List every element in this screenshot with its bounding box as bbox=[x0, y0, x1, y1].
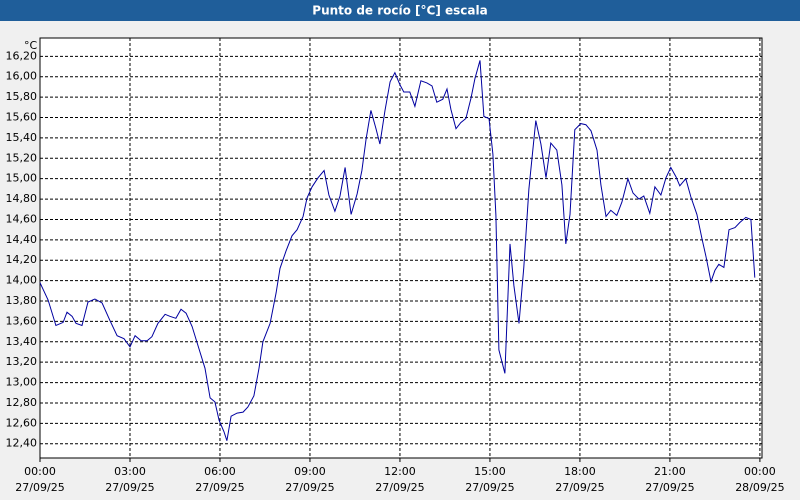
y-tick-label: 14,20 bbox=[6, 253, 38, 266]
y-tick-label: 15,20 bbox=[6, 151, 38, 164]
y-tick-label: 14,40 bbox=[6, 233, 38, 246]
y-tick-label: 15,80 bbox=[6, 90, 38, 103]
title-bar bbox=[0, 0, 800, 21]
y-tick-label: 13,60 bbox=[6, 314, 38, 327]
x-tick-label: 03:00 27/09/25 bbox=[105, 465, 155, 494]
y-tick-label: 12,40 bbox=[6, 437, 38, 450]
x-tick-label: 21:00 27/09/25 bbox=[645, 465, 695, 494]
chart-title: Punto de rocío [°C] escala bbox=[312, 4, 487, 18]
x-tick-label: 18:00 27/09/25 bbox=[555, 465, 605, 494]
plot-border bbox=[39, 37, 763, 459]
x-tick-label: 00:00 28/09/25 bbox=[735, 465, 785, 494]
y-tick-label: 15,60 bbox=[6, 111, 38, 124]
y-tick-label: 13,00 bbox=[6, 376, 38, 389]
x-tick-label: 12:00 27/09/25 bbox=[375, 465, 425, 494]
y-unit: °C bbox=[24, 39, 38, 52]
y-tick-label: 16,00 bbox=[6, 70, 38, 83]
y-tick-label: 12,60 bbox=[6, 416, 38, 429]
y-tick-label: 13,20 bbox=[6, 355, 38, 368]
y-tick-label: 15,40 bbox=[6, 131, 38, 144]
x-tick-label: 15:00 27/09/25 bbox=[465, 465, 515, 494]
y-tick-label: 14,80 bbox=[6, 192, 38, 205]
y-tick-label: 15,00 bbox=[6, 172, 38, 185]
y-tick-label: 14,00 bbox=[6, 274, 38, 287]
x-tick-label: 06:00 27/09/25 bbox=[195, 465, 245, 494]
y-tick-label: 16,20 bbox=[6, 49, 38, 62]
y-tick-label: 14,60 bbox=[6, 212, 38, 225]
y-tick-label: 12,80 bbox=[6, 396, 38, 409]
y-tick-label: 13,80 bbox=[6, 294, 38, 307]
x-tick-label: 09:00 27/09/25 bbox=[285, 465, 335, 494]
x-tick-label: 00:00 27/09/25 bbox=[15, 465, 65, 494]
y-tick-label: 13,40 bbox=[6, 335, 38, 348]
plot-area bbox=[40, 38, 762, 458]
data-line bbox=[39, 60, 756, 441]
